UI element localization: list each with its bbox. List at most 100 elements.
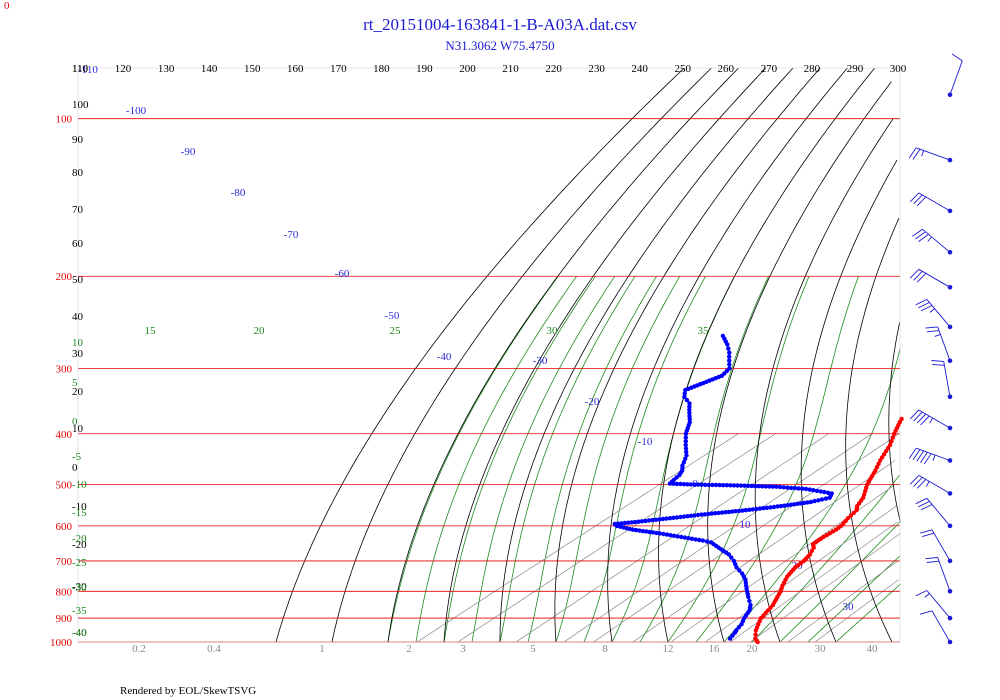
- top-axis-label: 210: [502, 63, 519, 75]
- dewpoint-point: [661, 531, 666, 537]
- top-axis-label: 120: [115, 63, 132, 75]
- temperature-point: [753, 632, 758, 637]
- dewpoint-point: [764, 505, 770, 510]
- isobar-label-700: 700: [56, 556, 73, 568]
- dewpoint-point: [792, 485, 798, 491]
- isotherm-label: 30: [843, 601, 855, 613]
- top-axis-label: 160: [287, 63, 304, 75]
- dewpoint-point: [728, 483, 733, 488]
- moist-adiabat-line: [499, 275, 636, 643]
- dewpoint-point: [724, 483, 729, 488]
- dewpoint-point: [713, 511, 718, 516]
- temperature-point: [821, 534, 826, 540]
- dry-adiabat-label: -40: [72, 627, 87, 639]
- mixing-ratio-label: 12: [663, 643, 674, 655]
- plot-frame: [77, 67, 901, 643]
- dewpoint-point: [626, 520, 631, 525]
- dewpoint-point: [685, 482, 690, 487]
- dewpoint-point: [674, 515, 680, 520]
- moist-adiabat-label: -20: [72, 533, 87, 545]
- temperature-point: [889, 439, 894, 444]
- dry-adiabat-label: 70: [72, 204, 84, 216]
- isotherm-label: -20: [585, 396, 600, 408]
- wind-barb-feather: [915, 590, 928, 597]
- dewpoint-point: [683, 442, 688, 448]
- dewpoint-point: [646, 518, 652, 523]
- dewpoint-point: [788, 502, 794, 507]
- dewpoint-point: [687, 419, 692, 425]
- wind-barb-staff: [916, 447, 951, 461]
- dry-adiabat-line: [845, 218, 900, 643]
- dewpoint-point: [708, 540, 714, 545]
- temperature-point: [881, 452, 887, 457]
- temperature-point: [807, 552, 813, 557]
- dewpoint-point: [695, 512, 701, 518]
- top-axis-label: 130: [158, 63, 175, 75]
- dewpoint-point: [727, 350, 732, 355]
- temperature-point: [899, 416, 904, 422]
- wind-barb-feather: [916, 479, 927, 489]
- isobar-label-800: 800: [56, 586, 73, 598]
- dewpoint-point: [681, 482, 687, 487]
- temperature-point: [890, 435, 895, 440]
- moist-adiabat-label: 0: [72, 416, 78, 428]
- temperature-point: [876, 461, 881, 466]
- wind-barb-feather: [912, 228, 923, 237]
- dry-adiabat-line: [658, 67, 876, 643]
- dewpoint-point: [750, 507, 755, 512]
- wind-barb-feather: [915, 298, 928, 306]
- wind-barb-staff: [949, 60, 963, 95]
- dewpoint-point: [692, 513, 697, 518]
- dewpoint-point: [700, 538, 706, 543]
- wind-barb-feather: [921, 532, 935, 538]
- dewpoint-point: [754, 506, 759, 512]
- dewpoint-point: [753, 483, 758, 489]
- dewpoint-point: [688, 482, 693, 487]
- dry-adiabat-line: [800, 159, 898, 643]
- isotherm-label: -70: [284, 229, 299, 241]
- dewpoint-point: [805, 500, 810, 505]
- dewpoint-point: [730, 633, 735, 638]
- dry-adiabat-line: [554, 67, 821, 643]
- dewpoint-point: [706, 482, 711, 488]
- dewpoint-point: [629, 520, 634, 525]
- isobar-label-400: 400: [56, 429, 73, 441]
- isotherm-label: 10: [740, 519, 752, 531]
- dewpoint-point: [822, 489, 827, 495]
- moist-adiabat-line: [555, 276, 681, 643]
- isotherm-label: -10: [638, 436, 653, 448]
- dewpoint-point: [699, 482, 704, 487]
- dewpoint-point: [681, 460, 687, 465]
- isotherm-label: -100: [126, 105, 147, 117]
- isotherm-label: -60: [335, 268, 350, 280]
- dry-adiabat-label: -10: [72, 501, 87, 513]
- mixing-ratio-label: 16: [709, 643, 721, 655]
- dewpoint-point: [795, 501, 800, 506]
- wind-barb-feather: [909, 192, 920, 203]
- dewpoint-point: [684, 449, 689, 455]
- dewpoint-point: [710, 482, 715, 488]
- dewpoint-point: [633, 527, 639, 533]
- chart-title: rt_20151004-163841-1-B-A03A.dat.csv: [363, 15, 637, 34]
- wind-barb-feather: [918, 233, 929, 242]
- dewpoint-point: [684, 397, 690, 403]
- wind-barb-feather: [915, 231, 926, 240]
- dewpoint-point: [736, 508, 742, 514]
- top-axis-label: 240: [631, 63, 648, 75]
- dewpoint-point: [777, 484, 783, 490]
- moist-adiabat-top-label: 15: [145, 325, 157, 337]
- top-axis-label: 170: [330, 63, 347, 75]
- wind-barb-feather: [919, 529, 933, 534]
- dewpoint-point: [713, 482, 719, 488]
- dewpoint-point: [737, 568, 742, 573]
- temperature-trace: [753, 416, 904, 645]
- dewpoint-point: [756, 484, 761, 489]
- dry-adiabat-label: 0: [72, 462, 78, 474]
- temperature-point: [873, 468, 878, 473]
- dewpoint-point: [612, 521, 617, 527]
- dewpoint-point: [768, 505, 773, 510]
- moist-adiabat-line: [835, 583, 901, 643]
- dewpoint-point: [733, 509, 738, 514]
- dewpoint-point: [692, 482, 697, 487]
- wind-barb-half-feather: [921, 150, 925, 157]
